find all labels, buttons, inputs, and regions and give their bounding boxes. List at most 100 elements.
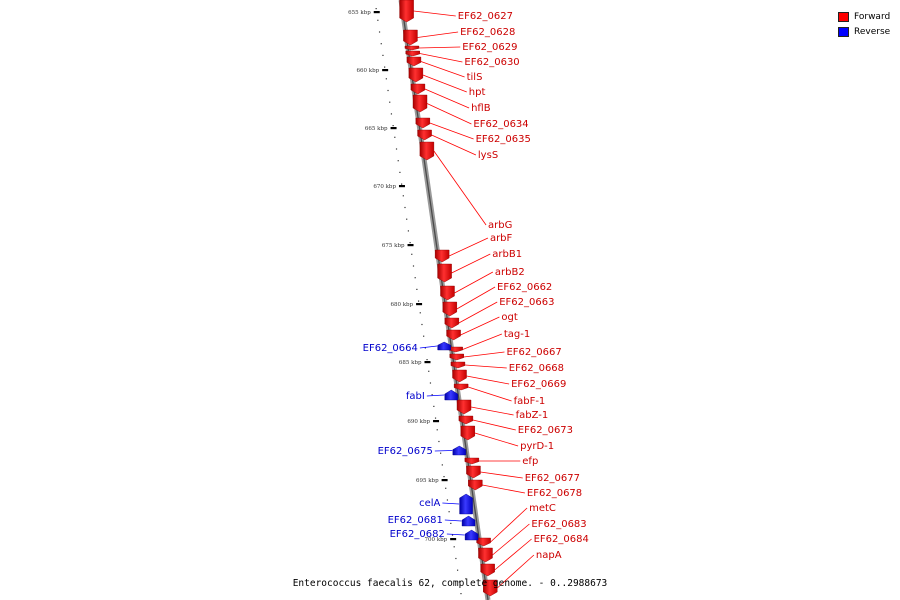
forward-gene-label[interactable]: EF62_0669	[511, 379, 566, 390]
forward-gene-feature[interactable]	[417, 129, 432, 141]
reverse-gene-label[interactable]: EF62_0675	[378, 446, 433, 457]
forward-gene-label[interactable]: hpt	[469, 87, 486, 98]
forward-gene-label[interactable]: pyrD-1	[520, 441, 554, 452]
forward-gene-label[interactable]: tag-1	[504, 329, 530, 340]
reverse-swatch-icon	[838, 26, 849, 37]
label-leader-line	[419, 53, 463, 63]
forward-gene-label[interactable]: arbB2	[495, 267, 525, 278]
forward-gene-label[interactable]: fabZ-1	[516, 410, 549, 421]
label-leader-line	[451, 253, 491, 274]
forward-gene-label[interactable]: EF62_0634	[473, 119, 528, 130]
forward-gene-feature[interactable]	[404, 45, 420, 51]
scale-tick: 680 kbp	[390, 302, 423, 308]
forward-gene-label[interactable]: EF62_0630	[464, 57, 519, 68]
reverse-gene-label[interactable]: EF62_0664	[363, 343, 418, 354]
forward-gene-feature[interactable]	[456, 399, 472, 415]
label-leader-line	[456, 286, 496, 310]
forward-gene-label[interactable]: metC	[529, 503, 556, 514]
forward-gene-feature[interactable]	[466, 465, 481, 479]
forward-gene-feature[interactable]	[405, 50, 420, 57]
forward-gene-feature[interactable]	[468, 479, 483, 491]
forward-gene-feature[interactable]	[408, 67, 424, 83]
forward-gene-label[interactable]: EF62_0663	[499, 297, 554, 308]
forward-gene-feature[interactable]	[453, 383, 469, 391]
forward-gene-label[interactable]: efp	[522, 456, 538, 467]
reverse-gene-feature[interactable]	[444, 389, 458, 401]
gene-labels: EF62_0627 EF62_0628 EF62_0629 EF62_0630 tilS…	[363, 11, 589, 561]
forward-gene-feature[interactable]	[434, 249, 450, 263]
forward-gene-feature[interactable]	[406, 56, 422, 67]
label-leader-line	[482, 484, 525, 494]
forward-gene-label[interactable]: EF62_0662	[497, 282, 552, 293]
forward-gene-label[interactable]: hflB	[471, 103, 491, 114]
forward-gene-label[interactable]: EF62_0684	[534, 534, 589, 545]
forward-gene-feature[interactable]	[478, 547, 493, 563]
forward-gene-label[interactable]: EF62_0683	[531, 519, 586, 530]
forward-gene-label[interactable]: EF62_0668	[509, 363, 564, 374]
forward-gene-feature[interactable]	[444, 317, 460, 329]
forward-gene-feature[interactable]	[480, 563, 495, 577]
label-leader-line	[418, 46, 461, 49]
reverse-gene-feature[interactable]	[437, 341, 451, 351]
label-leader-line	[472, 419, 516, 431]
forward-gene-feature[interactable]	[483, 579, 498, 597]
forward-gene-feature[interactable]	[399, 0, 414, 23]
forward-gene-feature[interactable]	[460, 425, 475, 441]
reverse-gene-label[interactable]: celA	[419, 498, 440, 509]
forward-gene-label[interactable]: EF62_0628	[460, 27, 515, 38]
label-leader-line	[496, 554, 535, 589]
forward-gene-label[interactable]: EF62_0629	[462, 42, 517, 53]
forward-gene-feature[interactable]	[450, 361, 466, 369]
forward-gene-label[interactable]: arbB1	[492, 249, 522, 260]
legend-item-reverse[interactable]: Reverse	[838, 24, 898, 39]
scale-tick-label: 700 kbp	[425, 537, 448, 543]
label-leader-line	[463, 351, 505, 358]
label-leader-line	[422, 74, 467, 93]
forward-gene-label[interactable]: tilS	[467, 72, 483, 83]
forward-gene-label[interactable]: fabF-1	[514, 396, 546, 407]
forward-gene-feature[interactable]	[452, 369, 467, 383]
scale-tick-label: 675 kbp	[382, 243, 405, 249]
forward-gene-label[interactable]: EF62_0667	[506, 347, 561, 358]
forward-gene-feature[interactable]	[458, 415, 474, 425]
label-leader-line	[424, 88, 470, 109]
forward-gene-feature[interactable]	[403, 29, 418, 46]
forward-gene-feature[interactable]	[419, 141, 435, 161]
gene-features	[399, 0, 498, 597]
forward-gene-label[interactable]: EF62_0678	[527, 488, 582, 499]
reverse-gene-label[interactable]: fabI	[406, 391, 425, 402]
forward-gene-label[interactable]: ogt	[501, 312, 517, 323]
forward-gene-feature[interactable]	[440, 285, 455, 301]
forward-gene-label[interactable]: napA	[536, 550, 562, 561]
forward-gene-feature[interactable]	[437, 263, 452, 283]
reverse-gene-feature[interactable]	[459, 493, 473, 515]
label-leader-line	[466, 375, 510, 385]
scale-tick-label: 660 kbp	[357, 68, 380, 74]
label-leader-line	[480, 471, 523, 479]
forward-gene-label[interactable]: lysS	[478, 150, 498, 161]
reverse-gene-feature[interactable]	[464, 529, 479, 541]
forward-gene-feature[interactable]	[446, 329, 461, 341]
forward-gene-label[interactable]: EF62_0627	[458, 11, 513, 22]
forward-gene-feature[interactable]	[442, 301, 458, 317]
reverse-gene-label[interactable]: EF62_0681	[388, 515, 443, 526]
forward-gene-label[interactable]: arbF	[490, 233, 513, 244]
legend-item-forward[interactable]: Forward	[838, 9, 898, 24]
reverse-gene-feature[interactable]	[452, 445, 467, 456]
forward-gene-label[interactable]: EF62_0677	[525, 473, 580, 484]
forward-gene-feature[interactable]	[410, 83, 426, 95]
forward-gene-feature[interactable]	[476, 537, 491, 547]
forward-gene-feature[interactable]	[415, 117, 431, 129]
scale-tick: 700 kbp	[425, 537, 457, 543]
reverse-gene-label[interactable]: EF62_0682	[390, 529, 445, 540]
reverse-gene-feature[interactable]	[461, 515, 476, 527]
genome-caption: Enterococcus faecalis 62, complete genom…	[292, 578, 608, 589]
forward-gene-label[interactable]: EF62_0673	[518, 425, 573, 436]
forward-gene-label[interactable]: arbG	[488, 220, 512, 231]
label-leader-line	[420, 61, 465, 78]
forward-gene-feature[interactable]	[412, 94, 428, 113]
forward-gene-label[interactable]: EF62_0635	[476, 134, 531, 145]
forward-gene-feature[interactable]	[449, 353, 464, 361]
forward-gene-feature[interactable]	[464, 457, 480, 465]
